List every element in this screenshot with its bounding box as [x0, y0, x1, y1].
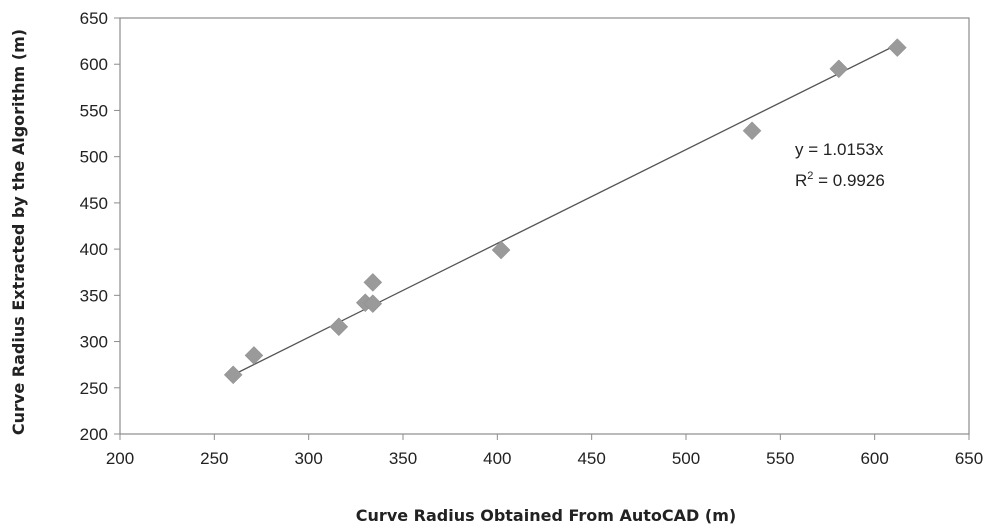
- y-tick-label: 450: [80, 194, 108, 213]
- data-point: [742, 121, 762, 141]
- y-tick-label: 400: [80, 240, 108, 259]
- x-tick-label: 650: [955, 449, 983, 468]
- x-tick-label: 300: [294, 449, 322, 468]
- data-point: [363, 294, 383, 314]
- data-point: [329, 317, 349, 337]
- data-point: [223, 365, 243, 385]
- y-axis-label: Curve Radius Extracted by the Algorithm …: [9, 29, 28, 435]
- data-point: [829, 59, 849, 79]
- x-tick-label: 250: [200, 449, 228, 468]
- x-tick-label: 450: [577, 449, 605, 468]
- x-tick-label: 350: [389, 449, 417, 468]
- trendline: [232, 43, 898, 376]
- y-tick-label: 600: [80, 55, 108, 74]
- r-squared-value: = 0.9926: [813, 171, 884, 190]
- x-tick-label: 500: [672, 449, 700, 468]
- r-squared-superscript: 2: [807, 170, 813, 182]
- trendline-equation: y = 1.0153x: [795, 140, 884, 159]
- data-points: [223, 38, 907, 385]
- x-axis-label: Curve Radius Obtained From AutoCAD (m): [356, 506, 736, 525]
- x-tick-label: 600: [860, 449, 888, 468]
- x-axis-ticks: 200 250 300 350 400 450 500 550 600 650: [106, 434, 983, 468]
- x-tick-label: 200: [106, 449, 134, 468]
- y-tick-label: 300: [80, 333, 108, 352]
- y-axis-ticks: 200 250 300 350 400 450 500 550 600 650: [80, 9, 120, 444]
- r-squared-label: R2 = 0.9926: [795, 170, 885, 190]
- y-tick-label: 550: [80, 101, 108, 120]
- data-point: [363, 273, 383, 292]
- data-point: [244, 346, 264, 365]
- y-tick-label: 650: [80, 9, 108, 28]
- r-squared-symbol: R: [795, 171, 807, 190]
- x-tick-label: 550: [766, 449, 794, 468]
- x-tick-label: 400: [483, 449, 511, 468]
- data-point: [491, 240, 511, 260]
- y-tick-label: 200: [80, 425, 108, 444]
- data-point: [887, 38, 907, 57]
- y-tick-label: 250: [80, 379, 108, 398]
- plot-area-border: [119, 17, 970, 435]
- y-tick-label: 500: [80, 148, 108, 167]
- y-tick-label: 350: [80, 286, 108, 305]
- plot-axes: [119, 17, 970, 435]
